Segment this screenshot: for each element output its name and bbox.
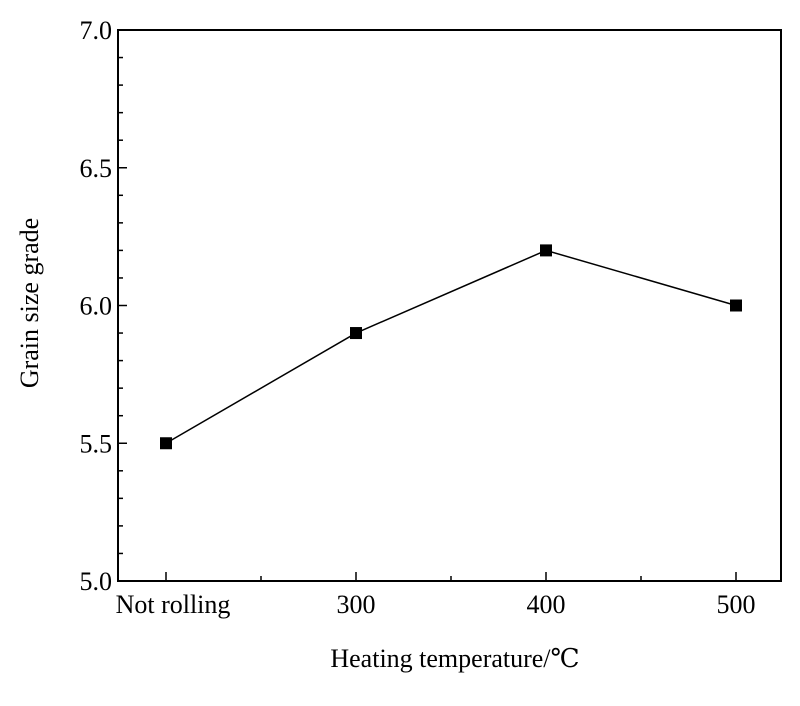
x-tick-label: 300 — [337, 590, 376, 619]
labels: 5.0 5.5 6.0 6.5 7.0 Not rolling 300 400 500 — [80, 16, 756, 619]
data-point — [160, 437, 172, 450]
y-axis-title: Grain size grade — [15, 218, 44, 388]
x-tick-label: Not rolling — [116, 590, 231, 619]
plot-frame — [117, 29, 782, 582]
series-line — [165, 249, 737, 444]
data-point — [730, 299, 742, 312]
series-layer — [160, 244, 742, 450]
y-tick-label: 7.0 — [80, 16, 113, 45]
x-axis-title: Heating temperature/℃ — [330, 644, 579, 673]
axes — [117, 29, 782, 582]
x-tick-label: 500 — [717, 590, 756, 619]
y-tick-label: 5.0 — [80, 567, 113, 596]
y-tick-label: 5.5 — [80, 429, 113, 458]
data-point — [540, 244, 552, 257]
y-tick-label: 6.5 — [80, 154, 113, 183]
y-tick-label: 6.0 — [80, 292, 113, 321]
ticks — [118, 29, 737, 582]
x-tick-label: 400 — [527, 590, 566, 619]
data-point — [350, 327, 362, 340]
